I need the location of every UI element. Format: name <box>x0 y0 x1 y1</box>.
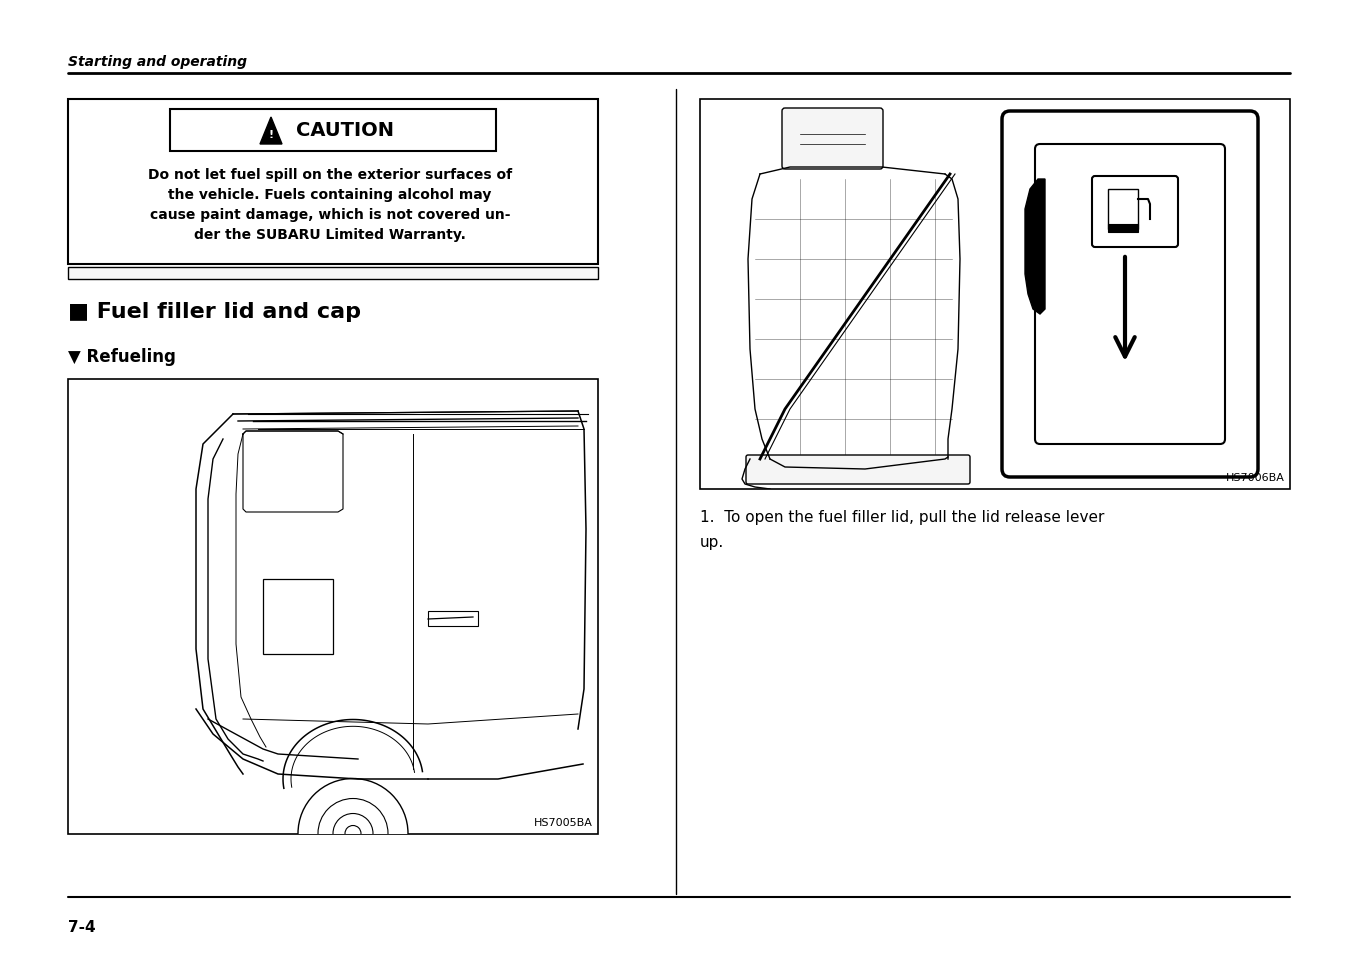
Text: 7-4: 7-4 <box>68 919 96 934</box>
Text: HS7005BA: HS7005BA <box>534 817 594 827</box>
Polygon shape <box>1025 180 1045 314</box>
Bar <box>68 268 598 280</box>
Circle shape <box>297 779 408 888</box>
FancyBboxPatch shape <box>746 456 969 484</box>
FancyBboxPatch shape <box>1002 112 1257 477</box>
Text: !: ! <box>269 130 273 140</box>
Circle shape <box>345 825 361 841</box>
Bar <box>264 579 333 655</box>
Polygon shape <box>260 118 283 145</box>
Text: 1.  To open the fuel filler lid, pull the lid release lever
up.: 1. To open the fuel filler lid, pull the… <box>700 510 1105 549</box>
Bar <box>68 379 598 834</box>
Text: der the SUBARU Limited Warranty.: der the SUBARU Limited Warranty. <box>195 228 466 242</box>
Bar <box>700 100 1290 490</box>
Bar <box>1109 225 1138 233</box>
Bar <box>429 612 479 626</box>
Text: CAUTION: CAUTION <box>296 121 393 140</box>
FancyBboxPatch shape <box>1036 145 1225 444</box>
FancyBboxPatch shape <box>1092 177 1178 248</box>
Text: Do not let fuel spill on the exterior surfaces of: Do not let fuel spill on the exterior su… <box>147 168 512 182</box>
Text: Starting and operating: Starting and operating <box>68 55 247 69</box>
Bar <box>170 110 496 152</box>
Text: ▼ Refueling: ▼ Refueling <box>68 348 176 366</box>
Text: HS7006BA: HS7006BA <box>1226 473 1284 482</box>
Text: cause paint damage, which is not covered un-: cause paint damage, which is not covered… <box>150 208 510 222</box>
Bar <box>1109 190 1138 230</box>
Bar <box>68 100 598 265</box>
Text: ■ Fuel filler lid and cap: ■ Fuel filler lid and cap <box>68 302 361 322</box>
Text: the vehicle. Fuels containing alcohol may: the vehicle. Fuels containing alcohol ma… <box>168 188 492 202</box>
FancyBboxPatch shape <box>781 109 883 170</box>
Circle shape <box>318 799 388 868</box>
Circle shape <box>333 814 373 854</box>
